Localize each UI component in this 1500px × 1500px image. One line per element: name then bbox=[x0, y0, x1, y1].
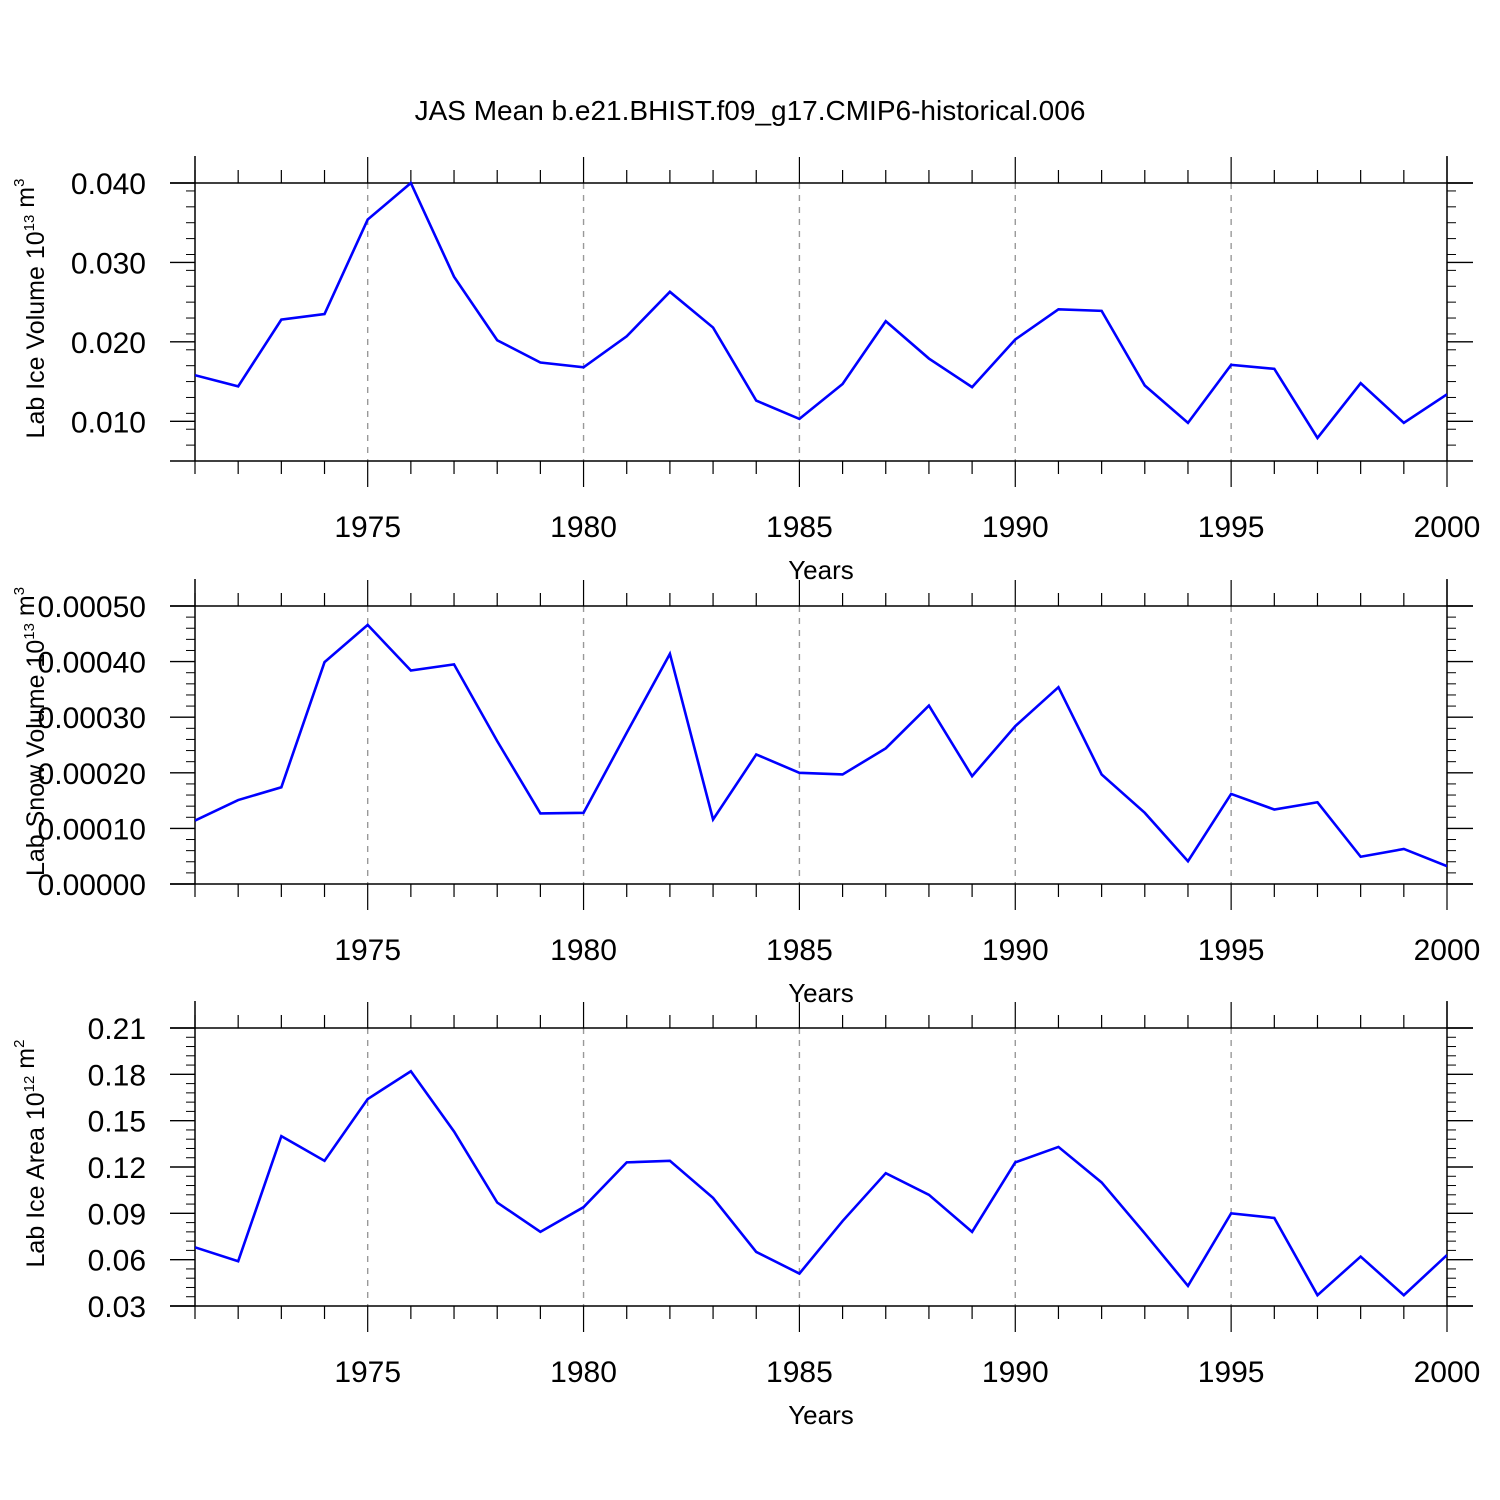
x-tick-label: 1990 bbox=[982, 511, 1049, 544]
y-tick-label: 0.09 bbox=[88, 1198, 146, 1231]
x-axis-title: Years bbox=[788, 1400, 854, 1430]
y-axis-title-text: m bbox=[12, 595, 40, 623]
y-axis-title-text: m bbox=[12, 187, 40, 215]
y-axis-title-superscript: 3 bbox=[11, 179, 28, 187]
y-axis-title-superscript: 12 bbox=[21, 1076, 38, 1093]
y-axis-title-text: Lab Ice Volume 10 bbox=[22, 231, 50, 438]
y-tick-label: 0.00050 bbox=[38, 591, 146, 624]
x-tick-label: 1985 bbox=[766, 934, 833, 967]
x-axis-title: Years bbox=[788, 555, 854, 585]
x-tick-label: 1995 bbox=[1198, 1356, 1265, 1389]
x-tick-label: 1995 bbox=[1198, 934, 1265, 967]
y-tick-label: 0.010 bbox=[71, 406, 146, 439]
y-tick-label: 0.12 bbox=[88, 1152, 146, 1185]
y-axis-title-superscript: 13 bbox=[21, 623, 38, 640]
x-tick-label: 2000 bbox=[1414, 1356, 1481, 1389]
x-tick-label: 1980 bbox=[550, 1356, 617, 1389]
y-tick-label: 0.00010 bbox=[38, 813, 146, 846]
x-tick-label: 2000 bbox=[1414, 934, 1481, 967]
y-tick-label: 0.15 bbox=[88, 1106, 146, 1139]
series-line bbox=[195, 180, 1447, 441]
y-tick-label: 0.030 bbox=[71, 247, 146, 280]
x-tick-label: 1990 bbox=[982, 1356, 1049, 1389]
x-tick-label: 1985 bbox=[766, 1356, 833, 1389]
y-axis-title-text: Lab Snow Volume 10 bbox=[22, 640, 50, 876]
y-axis-title-superscript: 2 bbox=[11, 1040, 28, 1048]
chart-panel-3: 0.03 0.06 0.09 0.12 0.15 0.18 0.21 1975 1980 1985… bbox=[11, 1001, 1480, 1430]
series-line bbox=[195, 623, 1447, 868]
y-tick-label: 0.020 bbox=[71, 327, 146, 360]
x-tick-label: 1980 bbox=[550, 511, 617, 544]
y-axis-title-text: Lab Ice Area 10 bbox=[22, 1092, 50, 1267]
y-axis-title-text: m bbox=[12, 1048, 40, 1076]
y-tick-label: 0.03 bbox=[88, 1291, 146, 1324]
y-axis-title: Lab Ice Area 1012 m2 bbox=[11, 1040, 50, 1268]
figure-title: JAS Mean b.e21.BHIST.f09_g17.CMIP6-histo… bbox=[415, 95, 1086, 126]
chart-panel-1: 0.010 0.020 0.030 0.040 1975 1980 1985 1990 1995… bbox=[11, 156, 1480, 585]
y-tick-label: 0.00020 bbox=[38, 758, 146, 791]
y-tick-label: 0.21 bbox=[88, 1013, 146, 1046]
x-tick-label: 1980 bbox=[550, 934, 617, 967]
y-tick-label: 0.06 bbox=[88, 1245, 146, 1278]
y-axis-title-superscript: 13 bbox=[21, 215, 38, 232]
x-tick-label: 1975 bbox=[334, 511, 401, 544]
x-tick-label: 2000 bbox=[1414, 511, 1481, 544]
y-axis-title-superscript: 3 bbox=[11, 587, 28, 595]
chart-panel-2: 0.00000 0.00010 0.00020 0.00030 0.00040 0.000… bbox=[11, 579, 1480, 1008]
panels: 0.010 0.020 0.030 0.040 1975 1980 1985 1990 1995… bbox=[11, 156, 1480, 1430]
series-line bbox=[195, 1069, 1447, 1298]
x-tick-label: 1990 bbox=[982, 934, 1049, 967]
x-axis-title: Years bbox=[788, 978, 854, 1008]
x-tick-label: 1975 bbox=[334, 1356, 401, 1389]
x-tick-label: 1995 bbox=[1198, 511, 1265, 544]
y-tick-label: 0.040 bbox=[71, 168, 146, 201]
y-tick-label: 0.18 bbox=[88, 1059, 146, 1092]
y-tick-label: 0.00040 bbox=[38, 647, 146, 680]
y-axis-title: Lab Ice Volume 1013 m3 bbox=[11, 179, 50, 439]
y-axis-title: Lab Snow Volume 1013 m3 bbox=[11, 587, 50, 876]
x-tick-label: 1985 bbox=[766, 511, 833, 544]
x-tick-label: 1975 bbox=[334, 934, 401, 967]
y-tick-label: 0.00030 bbox=[38, 702, 146, 735]
y-tick-label: 0.00000 bbox=[38, 869, 146, 902]
